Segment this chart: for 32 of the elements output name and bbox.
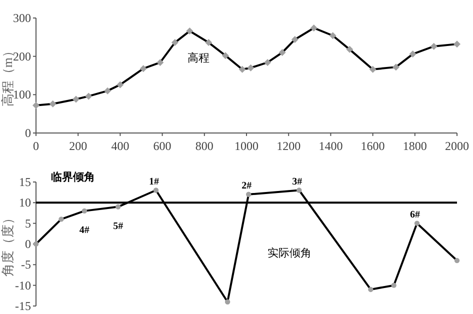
annotation: 4# (79, 224, 90, 236)
y-tick-label: -5 (21, 258, 31, 272)
x-tick-label: 1600 (360, 139, 385, 153)
y-tick-label: -15 (15, 299, 31, 313)
x-tick-label: 1800 (402, 139, 427, 153)
annotation: 5# (113, 220, 124, 232)
annotation: 3# (292, 176, 302, 188)
series-label: 高程 (188, 52, 210, 65)
y-tick-label: 100 (13, 88, 31, 102)
y-axis-title: 高程（m） (0, 44, 15, 107)
y-tick-label: 0 (25, 237, 31, 251)
y-tick-label: 0 (25, 126, 31, 140)
y-tick-label: 300 (13, 11, 31, 25)
y-tick-label: 5 (25, 216, 31, 230)
x-tick-label: 200 (69, 139, 88, 153)
x-tick-label: 1200 (276, 139, 301, 153)
x-tick-label: 600 (153, 139, 172, 153)
x-tick-label: 1400 (318, 139, 343, 153)
annotation: 6# (410, 209, 420, 220)
y-axis-title: 角度（度） (0, 212, 15, 276)
annotation: 1# (148, 176, 159, 188)
y-tick-label: 10 (19, 196, 31, 210)
y-tick-label: 200 (13, 49, 31, 64)
x-tick-label: 2000 (445, 139, 469, 153)
text: 实际倾角 (268, 246, 312, 260)
y-tick-label: 15 (19, 175, 31, 189)
x-tick-label: 1000 (234, 139, 258, 153)
x-tick-label: 400 (111, 139, 130, 153)
annotation: 2# (242, 180, 252, 192)
ref-line-label: 临界倾角 (51, 170, 95, 184)
y-tick-label: -10 (15, 278, 31, 292)
x-tick-label: 800 (195, 139, 214, 153)
